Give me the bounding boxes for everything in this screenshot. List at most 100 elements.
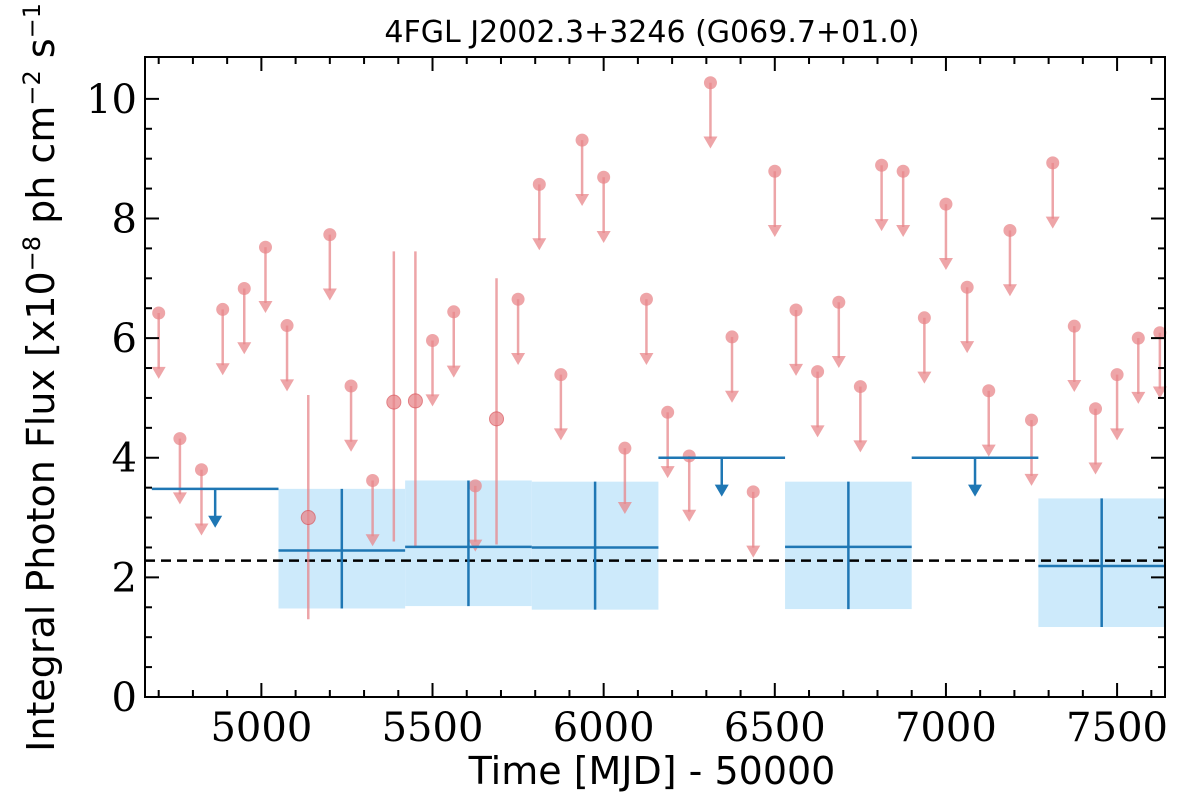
- upper-limit-arrow-head: [425, 394, 440, 407]
- upper-limit-arrow-head: [1152, 386, 1167, 399]
- y-axis-label: Integral Photon Flux [x10−8 ph cm−2 s−1]: [18, 0, 63, 752]
- upper-limit-arrow-head: [344, 439, 359, 452]
- upper-limit-point: [703, 76, 717, 90]
- upper-limit-point: [1153, 326, 1167, 340]
- upper-limit-arrow-head: [746, 545, 761, 558]
- x-tick-label: 7000: [895, 705, 997, 751]
- upper-limit-point: [511, 292, 525, 306]
- upper-limit-arrow-head: [596, 231, 611, 244]
- x-tick-label: 7500: [1066, 705, 1168, 751]
- y-tick-label: 4: [112, 436, 137, 482]
- upper-limit-arrow-head: [960, 341, 975, 354]
- upper-limit-point: [173, 432, 187, 446]
- upper-limit-point: [768, 164, 782, 178]
- upper-limit-point: [532, 177, 546, 191]
- long-bin-arrow-head: [208, 515, 223, 528]
- upper-limit-arrow-head: [215, 363, 230, 376]
- upper-limit-point: [896, 164, 910, 178]
- upper-limit-point: [258, 240, 272, 254]
- upper-limit-arrow-head: [1024, 473, 1039, 486]
- x-tick-label: 5000: [210, 705, 312, 751]
- upper-limit-arrow-head: [831, 356, 846, 369]
- y-tick-label: 2: [112, 555, 137, 601]
- upper-limit-arrow-head: [874, 219, 889, 232]
- upper-limit-arrow-head: [1131, 391, 1146, 404]
- upper-limit-point: [1110, 368, 1124, 382]
- upper-limit-arrow-head: [789, 363, 804, 376]
- upper-limit-arrow-head: [322, 288, 337, 301]
- upper-limit-arrow-head: [1002, 284, 1017, 297]
- x-tick-label: 5500: [382, 705, 484, 751]
- upper-limit-point: [982, 384, 996, 398]
- upper-limit-arrow-head: [660, 466, 675, 479]
- upper-limit-arrow-head: [810, 425, 825, 438]
- plot-area: [145, 76, 1167, 628]
- upper-limit-point: [216, 302, 230, 316]
- upper-limit-arrow-head: [446, 365, 461, 378]
- upper-limit-point: [344, 379, 358, 393]
- upper-limit-arrow-head: [1110, 428, 1125, 441]
- upper-limit-point: [725, 330, 739, 344]
- x-tick-label: 6500: [724, 705, 826, 751]
- upper-limit-point: [682, 449, 696, 463]
- upper-limit-point: [639, 292, 653, 306]
- upper-limit-point: [960, 280, 974, 294]
- upper-limit-arrow-head: [725, 390, 740, 403]
- x-axis-label: Time [MJD] - 50000: [468, 749, 836, 793]
- upper-limit-point: [746, 485, 760, 499]
- y-tick-label: 0: [112, 675, 137, 721]
- long-bin-arrow-head: [968, 484, 983, 497]
- upper-limit-point: [1089, 402, 1103, 416]
- upper-limit-point: [811, 365, 825, 379]
- upper-limit-point: [152, 306, 166, 320]
- chart-title: 4FGL J2002.3+3246 (G069.7+01.0): [384, 15, 919, 50]
- upper-limit-arrow-head: [553, 428, 568, 441]
- long-bin-arrow-head: [714, 484, 729, 497]
- upper-limit-point: [853, 380, 867, 394]
- x-tick-label: 6000: [553, 705, 655, 751]
- upper-limit-arrow-head: [365, 534, 380, 547]
- upper-limit-arrow-head: [853, 440, 868, 453]
- upper-limit-point: [875, 158, 889, 172]
- upper-limit-arrow-head: [896, 225, 911, 238]
- upper-limit-point: [939, 197, 953, 211]
- upper-limit-point: [789, 303, 803, 317]
- upper-limit-arrow-head: [767, 225, 782, 238]
- upper-limit-arrow-head: [511, 353, 526, 366]
- upper-limit-point: [661, 405, 675, 419]
- upper-limit-arrow-head: [1045, 216, 1060, 229]
- upper-limit-arrow-head: [682, 509, 697, 522]
- detection-point: [489, 411, 505, 427]
- upper-limit-point: [832, 295, 846, 309]
- upper-limit-point: [575, 133, 589, 147]
- upper-limit-arrow-head: [917, 371, 932, 384]
- upper-limit-point: [1025, 413, 1039, 427]
- upper-limit-point: [917, 311, 931, 325]
- upper-limit-point: [554, 368, 568, 382]
- upper-limit-arrow-head: [575, 193, 590, 206]
- upper-limit-point: [618, 441, 632, 455]
- upper-limit-point: [323, 228, 337, 242]
- upper-limit-arrow-head: [1067, 379, 1082, 392]
- upper-limit-arrow-head: [237, 342, 252, 355]
- upper-limit-point: [468, 479, 482, 493]
- upper-limit-arrow-head: [703, 136, 718, 149]
- upper-limit-point: [280, 319, 294, 333]
- plot-frame: [144, 56, 1166, 698]
- upper-limit-arrow-head: [981, 444, 996, 457]
- axes-frame: 5000 5500 6000 6500 7000 7500 0 2 4 6 8 10: [86, 56, 1168, 751]
- upper-limit-arrow-head: [151, 366, 166, 379]
- upper-limit-point: [597, 170, 611, 184]
- upper-limit-point: [426, 334, 440, 348]
- upper-limit-arrow-head: [194, 523, 209, 536]
- upper-limit-arrow-head: [258, 301, 273, 314]
- detection-point: [407, 393, 423, 409]
- upper-limit-point: [1046, 156, 1060, 170]
- upper-limit-arrow-head: [280, 379, 295, 392]
- upper-limit-point: [447, 305, 461, 319]
- upper-limit-arrow-head: [172, 492, 187, 505]
- detection-point: [386, 394, 402, 410]
- detection-point: [300, 510, 316, 526]
- upper-limit-arrow-head: [639, 353, 654, 366]
